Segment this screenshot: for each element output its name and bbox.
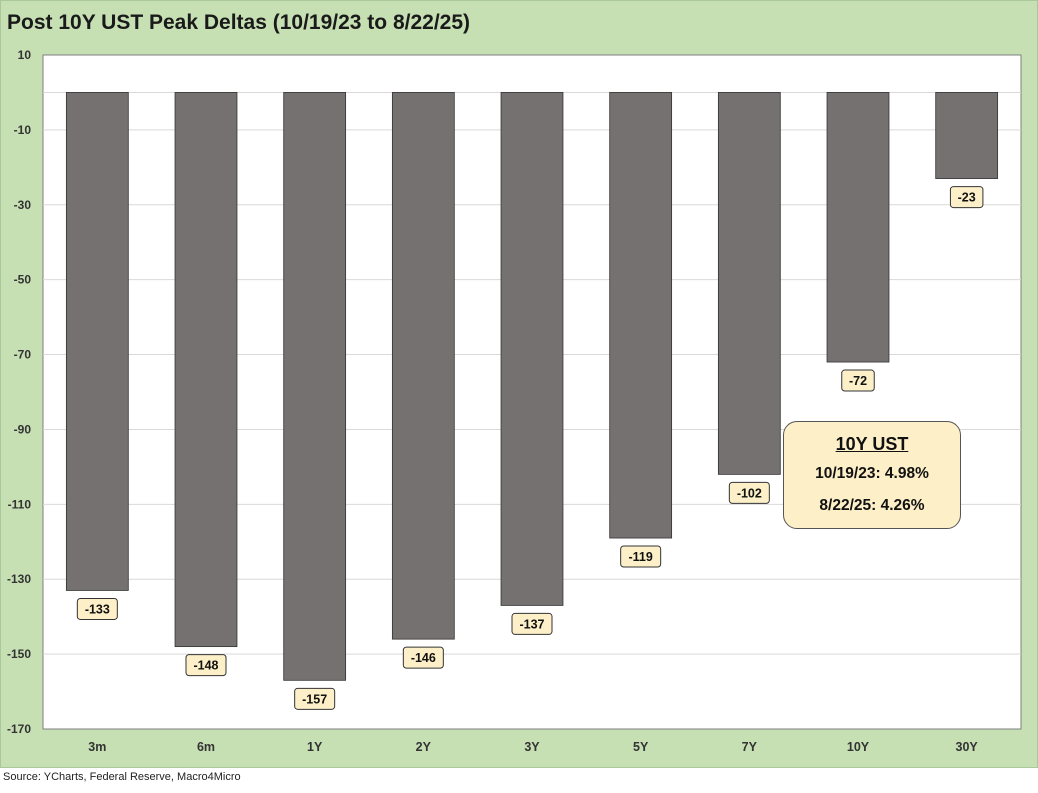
callout-end-yield: 8/22/25: 4.26% <box>819 497 925 514</box>
data-label-box <box>185 654 227 677</box>
bar-10Y <box>826 92 890 363</box>
x-tick-label: 6m <box>197 740 215 754</box>
x-tick-label: 2Y <box>416 740 432 754</box>
bar-7Y <box>717 92 781 475</box>
y-tick-label: -50 <box>14 273 32 287</box>
x-tick-label: 1Y <box>307 740 323 754</box>
callout-start-yield: 10/19/23: 4.98% <box>815 465 929 482</box>
chart-title: Post 10Y UST Peak Deltas (10/19/23 to 8/… <box>7 11 471 34</box>
data-label: -146 <box>411 651 436 665</box>
y-tick-label: -10 <box>14 123 32 137</box>
x-tick-label: 7Y <box>742 740 758 754</box>
y-tick-label: -110 <box>8 497 32 511</box>
y-tick-label: -170 <box>7 722 31 736</box>
bar-5Y <box>609 92 673 539</box>
data-label: -119 <box>628 550 652 564</box>
data-label: -137 <box>519 617 544 631</box>
y-tick-label: -70 <box>14 348 32 362</box>
data-label: -157 <box>302 692 327 706</box>
data-label-box <box>728 481 770 504</box>
y-tick-label: 10 <box>18 48 32 62</box>
data-label-box <box>76 597 118 620</box>
data-label: -102 <box>737 486 762 500</box>
data-label-box <box>511 612 553 635</box>
callout-title: 10Y UST <box>835 434 909 454</box>
data-label-box <box>841 369 875 392</box>
bar-30Y <box>935 92 999 179</box>
bar-6m <box>174 92 238 648</box>
data-label: -148 <box>193 659 218 673</box>
yield-callout-box: 10Y UST 10/19/23: 4.98% 8/22/25: 4.26% <box>783 421 961 529</box>
y-tick-label: -150 <box>7 647 31 661</box>
x-tick-label: 3m <box>88 740 106 754</box>
data-label-box <box>402 646 444 669</box>
y-tick-label: -90 <box>14 422 32 436</box>
bar-3m <box>65 92 129 591</box>
data-label-box <box>949 186 984 209</box>
bar-1Y <box>283 92 347 681</box>
bar-2Y <box>391 92 455 640</box>
x-tick-label: 3Y <box>524 740 540 754</box>
data-label: -72 <box>849 374 867 388</box>
bar-3Y <box>500 92 564 606</box>
y-tick-label: -130 <box>7 572 31 586</box>
data-label: -23 <box>958 191 976 205</box>
x-tick-label: 30Y <box>956 740 979 754</box>
x-tick-label: 10Y <box>847 740 870 754</box>
data-label-box <box>294 687 336 710</box>
data-label-box <box>620 545 662 568</box>
data-label: -133 <box>85 602 110 616</box>
source-note: Source: YCharts, Federal Reserve, Macro4… <box>3 771 241 783</box>
y-tick-label: -30 <box>14 198 32 212</box>
x-tick-label: 5Y <box>633 740 649 754</box>
